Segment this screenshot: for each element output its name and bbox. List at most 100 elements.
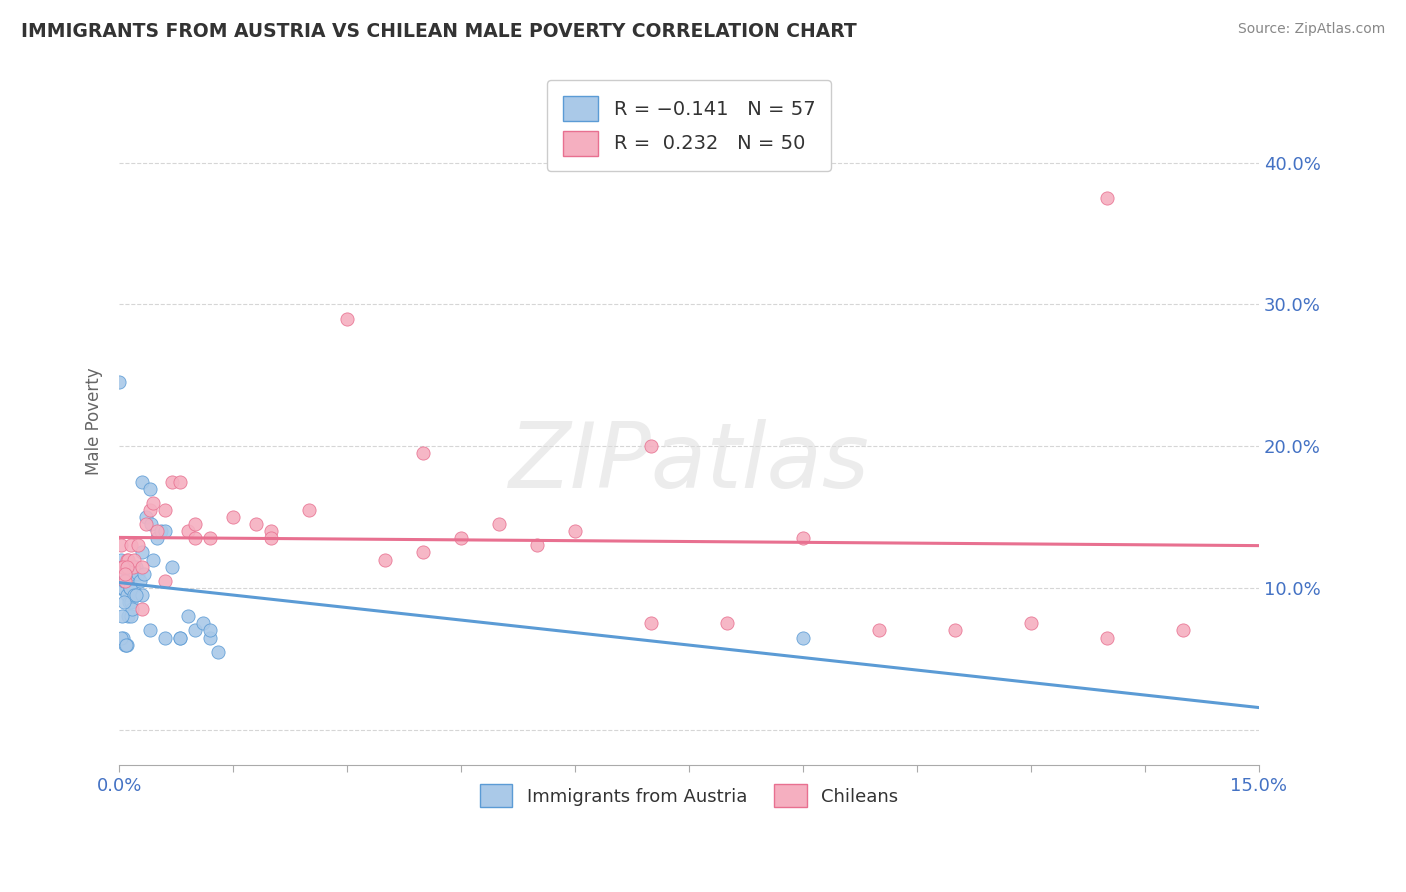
Point — [112, 559, 135, 574]
Legend: Immigrants from Austria, Chileans: Immigrants from Austria, Chileans — [472, 777, 905, 814]
Point — [488, 517, 510, 532]
Point — [114, 566, 136, 581]
Point — [153, 631, 176, 645]
Point — [110, 581, 132, 595]
Point — [169, 475, 191, 489]
Text: ZIPatlas: ZIPatlas — [509, 418, 869, 507]
Point — [112, 595, 135, 609]
Point — [150, 524, 173, 539]
Point — [564, 524, 586, 539]
Point — [124, 559, 146, 574]
Point — [132, 566, 155, 581]
Point — [298, 503, 321, 517]
Point — [111, 559, 134, 574]
Text: Source: ZipAtlas.com: Source: ZipAtlas.com — [1237, 22, 1385, 37]
Point — [135, 517, 157, 532]
Point — [146, 524, 169, 539]
Point — [131, 559, 153, 574]
Point — [191, 616, 214, 631]
Point — [115, 588, 138, 602]
Point — [142, 496, 165, 510]
Point — [1095, 631, 1118, 645]
Point — [153, 503, 176, 517]
Point — [117, 559, 139, 574]
Point — [260, 531, 283, 545]
Point — [125, 588, 148, 602]
Point — [127, 538, 149, 552]
Point — [412, 545, 434, 559]
Point — [120, 609, 142, 624]
Point — [115, 552, 138, 566]
Point — [114, 574, 136, 588]
Point — [943, 624, 966, 638]
Point — [200, 531, 222, 545]
Point — [108, 581, 131, 595]
Point — [526, 538, 548, 552]
Point — [162, 475, 184, 489]
Point — [1171, 624, 1194, 638]
Point — [142, 552, 165, 566]
Point — [110, 609, 132, 624]
Point — [112, 581, 135, 595]
Point — [118, 581, 141, 595]
Point — [138, 503, 160, 517]
Point — [118, 595, 141, 609]
Point — [138, 624, 160, 638]
Point — [110, 552, 132, 566]
Point — [112, 574, 135, 588]
Point — [127, 566, 149, 581]
Text: IMMIGRANTS FROM AUSTRIA VS CHILEAN MALE POVERTY CORRELATION CHART: IMMIGRANTS FROM AUSTRIA VS CHILEAN MALE … — [21, 22, 856, 41]
Point — [112, 559, 135, 574]
Point — [146, 531, 169, 545]
Point — [200, 631, 222, 645]
Point — [112, 631, 135, 645]
Point — [124, 552, 146, 566]
Point — [184, 517, 207, 532]
Point — [125, 559, 148, 574]
Point — [115, 638, 138, 652]
Point — [169, 631, 191, 645]
Point — [115, 559, 138, 574]
Point — [245, 517, 267, 532]
Point — [222, 510, 245, 524]
Point — [374, 552, 396, 566]
Point — [162, 559, 184, 574]
Point — [128, 574, 150, 588]
Point — [117, 552, 139, 566]
Point — [131, 602, 153, 616]
Point — [716, 616, 738, 631]
Point — [115, 559, 138, 574]
Point — [450, 531, 472, 545]
Point — [1095, 191, 1118, 205]
Point — [120, 538, 142, 552]
Point — [153, 524, 176, 539]
Point — [114, 638, 136, 652]
Point — [260, 524, 283, 539]
Point — [121, 602, 143, 616]
Point — [135, 510, 157, 524]
Point — [153, 574, 176, 588]
Point — [114, 559, 136, 574]
Point — [131, 545, 153, 559]
Point — [118, 581, 141, 595]
Point — [115, 638, 138, 652]
Point — [792, 531, 814, 545]
Point — [141, 517, 163, 532]
Point — [111, 559, 134, 574]
Point — [169, 631, 191, 645]
Point — [1019, 616, 1042, 631]
Point — [124, 566, 146, 581]
Point — [108, 376, 131, 390]
Point — [122, 559, 145, 574]
Point — [131, 475, 153, 489]
Point — [110, 538, 132, 552]
Point — [207, 645, 229, 659]
Point — [200, 624, 222, 638]
Point — [184, 624, 207, 638]
Y-axis label: Male Poverty: Male Poverty — [86, 368, 103, 475]
Point — [336, 311, 359, 326]
Point — [110, 631, 132, 645]
Point — [120, 595, 142, 609]
Point — [131, 588, 153, 602]
Point — [184, 531, 207, 545]
